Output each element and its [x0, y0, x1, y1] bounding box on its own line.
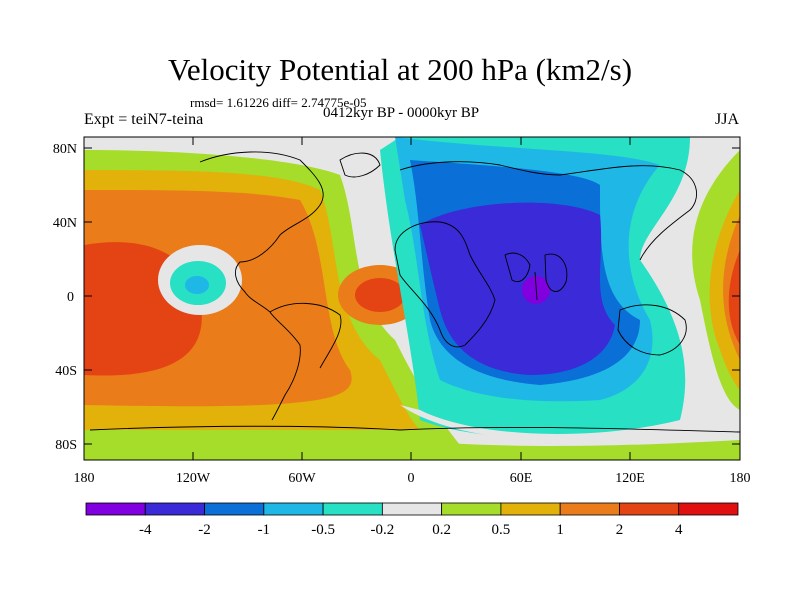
americas-coast — [199, 151, 324, 421]
lat-label: 80N — [53, 142, 77, 157]
south-america-coast — [269, 302, 342, 369]
lat-label: 80S — [55, 438, 77, 453]
atlantic-high-core — [355, 278, 405, 312]
colorbar-swatch — [500, 502, 561, 516]
colorbar-swatch — [559, 502, 620, 516]
colorbar-label: 4 — [675, 522, 683, 538]
period-label: 0412kyr BP - 0000kyr BP — [323, 105, 480, 121]
map-title: Velocity Potential at 200 hPa (km2/s) — [167, 52, 633, 87]
colorbar-swatch — [263, 502, 324, 516]
colorbar-swatch — [381, 502, 443, 516]
experiment-label: Expt = teiN7-teina — [84, 111, 204, 128]
colorbar-swatch — [441, 502, 502, 516]
colorbar-label: 0.5 — [492, 522, 511, 538]
negative-core — [185, 276, 209, 294]
east-positive-2 — [728, 250, 740, 345]
colorbar-swatch — [678, 502, 739, 516]
lat-label: 40N — [53, 216, 77, 231]
lat-label: 40S — [55, 364, 77, 379]
eurasia-coast — [399, 161, 697, 261]
india-coast — [544, 253, 568, 292]
colorbar-label: -0.5 — [311, 522, 335, 538]
lon-label: 120W — [176, 471, 211, 486]
lon-tick-marks — [83, 137, 741, 460]
colorbar-swatch — [322, 502, 383, 516]
greenland-coast — [339, 152, 381, 178]
lon-label: 180 — [74, 471, 95, 486]
lon-labels: 180 120W 60W 0 60E 120E 180 — [74, 471, 751, 486]
australia-coast — [617, 304, 687, 356]
negative-region-2 — [420, 202, 615, 375]
stats-line: rmsd= 1.61226 diff= 2.74775e-05 — [190, 95, 367, 110]
colorbar-label: -1 — [258, 522, 271, 538]
colorbar-label: 1 — [556, 522, 564, 538]
colorbar-label: -2 — [198, 522, 211, 538]
antarctic-neutral — [400, 405, 680, 443]
antarctica-coast — [89, 425, 740, 433]
lon-label: 120E — [615, 471, 645, 486]
colorbar-labels: -4 -2 -1 -0.5 -0.2 0.2 0.5 1 2 4 — [139, 522, 683, 538]
lat-labels: 80N 40N 0 40S 80S — [53, 142, 77, 453]
africa-coast — [394, 221, 496, 348]
colorbar-swatch — [144, 502, 205, 516]
colorbar-label: -4 — [139, 522, 152, 538]
colorbar-swatch — [85, 502, 146, 516]
coastlines — [89, 151, 740, 433]
colorbar-label: 0.2 — [432, 522, 451, 538]
lon-label: 60E — [510, 471, 533, 486]
colorbar-swatch — [204, 502, 265, 516]
colorbar-swatch — [619, 502, 680, 516]
colorbar-label: 2 — [616, 522, 624, 538]
lat-label: 0 — [67, 290, 74, 305]
season-label: JJA — [715, 111, 740, 128]
contour-fill — [84, 137, 740, 460]
arabia-coast — [504, 252, 531, 283]
colorbar — [85, 502, 739, 516]
southern-band — [84, 440, 740, 460]
lat-tick-marks — [84, 147, 740, 445]
madagascar-line — [534, 271, 538, 301]
lon-label: 60W — [288, 471, 316, 486]
lon-label: 0 — [408, 471, 415, 486]
map-frame — [83, 136, 741, 461]
lon-label: 180 — [730, 471, 751, 486]
colorbar-label: -0.2 — [370, 522, 394, 538]
